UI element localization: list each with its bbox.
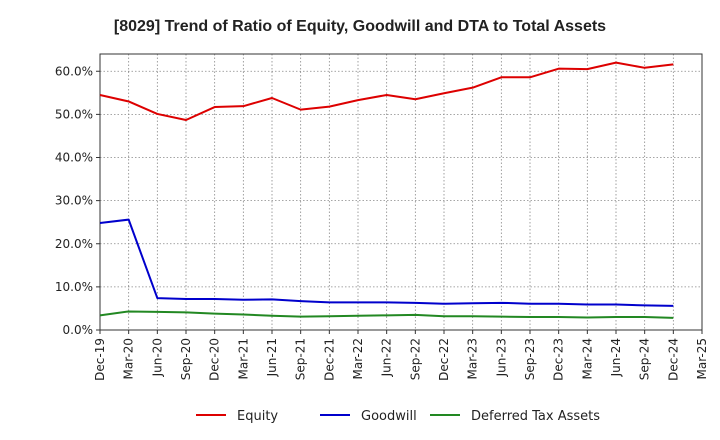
x-tick-label: Jun-23 — [494, 338, 508, 377]
series-line-goodwill — [99, 218, 674, 307]
y-tick-label: 40.0% — [55, 151, 93, 165]
y-tick-label: 20.0% — [55, 237, 93, 251]
x-tick-label: Sep-20 — [179, 338, 193, 380]
x-tick-label: Jun-22 — [380, 338, 394, 377]
series-line-equity — [99, 61, 674, 121]
y-tick-label: 10.0% — [55, 280, 93, 294]
x-tick-label: Mar-20 — [122, 338, 136, 379]
x-tick-label: Sep-23 — [523, 338, 537, 380]
x-tick-label: Jun-24 — [609, 338, 623, 377]
series-line-deferred-tax-assets — [99, 310, 674, 319]
x-tick-label: Dec-24 — [666, 338, 680, 381]
series-lines — [99, 61, 674, 319]
legend-label-deferred-tax-assets: Deferred Tax Assets — [471, 409, 600, 424]
y-axis: 0.0% 10.0% 20.0% 30.0% 40.0% 50.0% 60.0% — [55, 64, 100, 337]
x-tick-label: Jun-21 — [265, 338, 279, 377]
x-tick-label: Dec-22 — [437, 338, 451, 381]
x-tick-label: Sep-24 — [638, 338, 652, 380]
y-tick-label: 50.0% — [55, 107, 93, 121]
x-tick-label: Mar-21 — [236, 338, 250, 379]
legend-label-goodwill: Goodwill — [361, 409, 417, 424]
x-tick-label: Mar-25 — [695, 338, 709, 379]
x-tick-label: Mar-23 — [466, 338, 480, 379]
x-tick-label: Dec-20 — [208, 338, 222, 381]
x-tick-label: Dec-19 — [93, 338, 107, 381]
x-tick-label: Jun-20 — [150, 338, 164, 377]
plot-area — [99, 53, 703, 331]
grid — [99, 54, 703, 331]
y-tick-label: 60.0% — [55, 64, 93, 78]
legend-label-equity: Equity — [237, 409, 278, 424]
x-tick-label: Dec-23 — [552, 338, 566, 381]
x-tick-label: Mar-22 — [351, 338, 365, 379]
y-tick-label: 30.0% — [55, 194, 93, 208]
x-tick-label: Dec-21 — [322, 338, 336, 381]
legend: Equity Goodwill Deferred Tax Assets — [196, 409, 600, 424]
x-tick-label: Sep-22 — [408, 338, 422, 380]
x-axis: Dec-19 Mar-20 Jun-20 Sep-20 Dec-20 Mar-21 Jun-… — [93, 330, 709, 381]
x-tick-label: Sep-21 — [294, 338, 308, 380]
x-tick-label: Mar-24 — [580, 338, 594, 379]
y-tick-label: 0.0% — [63, 323, 94, 337]
chart-title: [8029] Trend of Ratio of Equity, Goodwil… — [114, 18, 606, 35]
